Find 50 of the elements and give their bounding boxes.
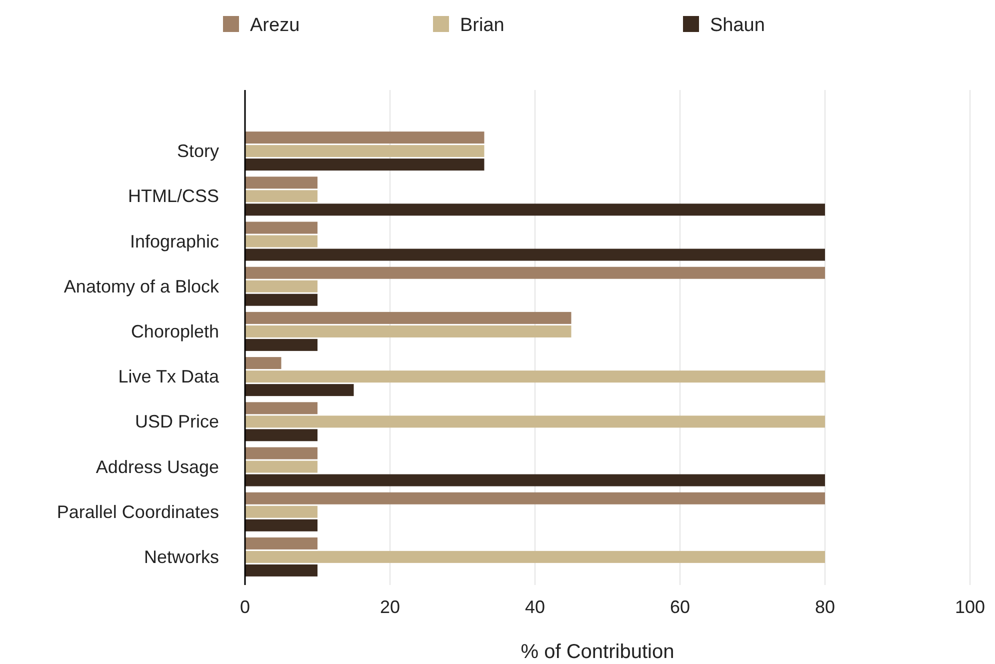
x-tick-label: 0 <box>240 597 250 617</box>
y-tick-label: Networks <box>144 546 219 567</box>
bar <box>245 222 318 234</box>
bar <box>245 338 318 351</box>
bar <box>245 384 354 396</box>
bar <box>245 402 318 414</box>
bar <box>245 357 282 370</box>
x-tick-label: 40 <box>524 597 546 617</box>
x-tick-label: 80 <box>814 597 836 617</box>
bar <box>245 158 484 171</box>
legend-label: Brian <box>460 15 504 36</box>
legend-label: Shaun <box>710 15 765 36</box>
bar <box>245 280 318 292</box>
y-tick-label: Infographic <box>130 231 219 252</box>
x-tick-label: 100 <box>954 597 986 617</box>
x-tick-label: 20 <box>380 597 400 617</box>
bar <box>245 132 484 144</box>
y-tick-label: Live Tx Data <box>118 366 220 387</box>
y-tick-label: Anatomy of a Block <box>64 276 220 296</box>
bar <box>245 266 825 279</box>
bar <box>245 447 318 460</box>
bar <box>245 325 572 338</box>
bar <box>245 519 318 532</box>
bar <box>245 550 825 563</box>
legend-label: Arezu <box>250 15 300 36</box>
bar <box>245 416 825 428</box>
bar <box>245 474 825 486</box>
y-tick-label: Choropleth <box>130 321 219 342</box>
y-tick-label: Parallel Coordinates <box>56 502 219 522</box>
y-tick-label: HTML/CSS <box>128 186 219 206</box>
y-tick-label: Story <box>176 141 219 162</box>
bar <box>245 248 825 261</box>
bar <box>245 460 318 473</box>
bar <box>245 506 318 518</box>
bar <box>245 429 318 442</box>
y-tick-label: USD Price <box>134 412 219 432</box>
bar <box>245 370 825 383</box>
bar <box>245 564 318 576</box>
bar <box>245 492 825 504</box>
bar <box>245 312 572 324</box>
x-tick-label: 60 <box>670 597 690 617</box>
bar <box>245 145 484 158</box>
y-tick-label: Address Usage <box>96 456 219 477</box>
bar <box>245 190 318 202</box>
x-axis-title: % of Contribution <box>520 641 674 663</box>
bar <box>245 294 318 306</box>
bar <box>245 176 318 189</box>
bar <box>245 235 318 248</box>
bar <box>245 537 318 550</box>
bar <box>245 204 825 216</box>
